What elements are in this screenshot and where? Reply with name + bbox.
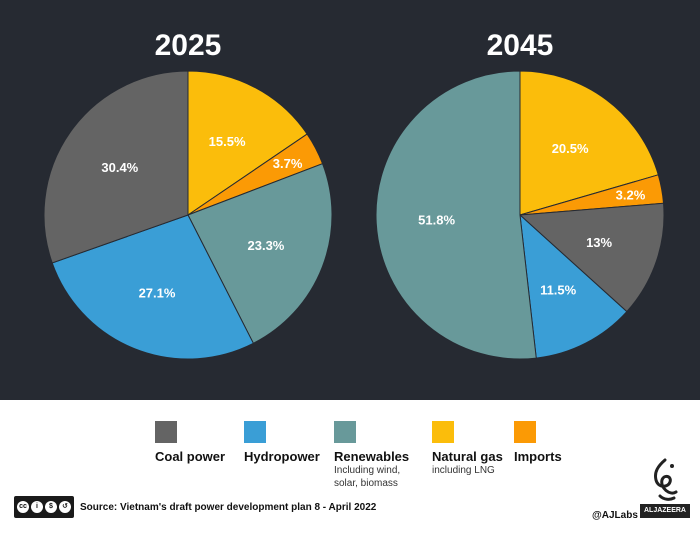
pie-slice-2045-renewables — [375, 70, 537, 360]
legend-label: Renewables — [334, 449, 410, 464]
legend-sublabel: Including wind, solar, biomass — [334, 465, 401, 489]
slice-label-2045-natural-gas: 20.5% — [552, 141, 589, 156]
pie-title-2045: 2045 — [487, 29, 554, 62]
legend-item-imports: Imports — [514, 421, 562, 464]
legend-label: Hydropower — [244, 449, 320, 464]
aljazeera-logo: ALJAZEERA — [640, 458, 690, 522]
pie-slice-2045-natural-gas — [519, 70, 659, 216]
legend-label: Coal power — [155, 449, 226, 464]
legend: Coal power Hydropower Renewables Includi… — [0, 400, 700, 533]
footer: cc i $ ↺ Source: Vietnam's draft power d… — [0, 492, 700, 533]
chart-panel: 2025 15.5% 3.7% 23.3% 27.1% 30.4% 2045 20.5% 3.2… — [0, 0, 700, 400]
slice-label-2045-hydropower: 11.5% — [540, 282, 577, 297]
slice-label-2045-renewables: 51.8% — [418, 213, 455, 228]
legend-swatch-coal-power — [155, 421, 177, 443]
slice-label-2045-coal-power: 13% — [586, 235, 612, 250]
pie-slice-2025-hydropower — [51, 214, 255, 360]
aljazeera-calligraphy-icon — [654, 458, 678, 501]
slice-label-2025-renewables: 23.3% — [248, 238, 285, 253]
pie-slice-2045-hydropower — [519, 213, 628, 359]
legend-sublabel: including LNG — [432, 465, 495, 476]
legend-swatch-natural-gas — [432, 421, 454, 443]
by-icon: i — [31, 501, 43, 513]
pie-charts: 2025 15.5% 3.7% 23.3% 27.1% 30.4% 2045 20.5% 3.2… — [43, 29, 665, 360]
slice-label-2025-imports: 3.7% — [273, 156, 303, 171]
slice-label-2025-hydropower: 27.1% — [139, 286, 176, 301]
logo-wordmark: ALJAZEERA — [640, 504, 690, 518]
legend-item-natural-gas: Natural gas including LNG — [432, 421, 503, 477]
slice-label-2025-coal-power: 30.4% — [101, 160, 138, 175]
slice-label-2025-natural-gas: 15.5% — [209, 134, 246, 149]
creative-commons-icon: cc i $ ↺ — [14, 496, 74, 518]
legend-label: Natural gas — [432, 449, 503, 464]
pie-slice-2045-coal-power — [518, 202, 665, 313]
slice-label-2045-imports: 3.2% — [616, 188, 646, 203]
cc-icon: cc — [17, 501, 29, 513]
legend-item-hydropower: Hydropower — [244, 421, 320, 464]
source-text: Source: Vietnam's draft power developmen… — [80, 502, 377, 513]
credit-text: @AJLabs — [592, 510, 638, 521]
legend-item-renewables: Renewables Including wind, solar, biomas… — [334, 421, 409, 490]
legend-swatch-renewables — [334, 421, 356, 443]
nc-icon: $ — [45, 501, 57, 513]
pie-slice-2025-natural-gas — [187, 70, 308, 216]
pie-slice-2025-coal-power — [43, 70, 189, 264]
pie-slice-2025-renewables — [187, 163, 333, 344]
legend-swatch-hydropower — [244, 421, 266, 443]
legend-label: Imports — [514, 449, 562, 464]
legend-item-coal-power: Coal power — [155, 421, 225, 464]
pie-title-2025: 2025 — [155, 29, 222, 62]
legend-swatch-imports — [514, 421, 536, 443]
sa-icon: ↺ — [59, 501, 71, 513]
